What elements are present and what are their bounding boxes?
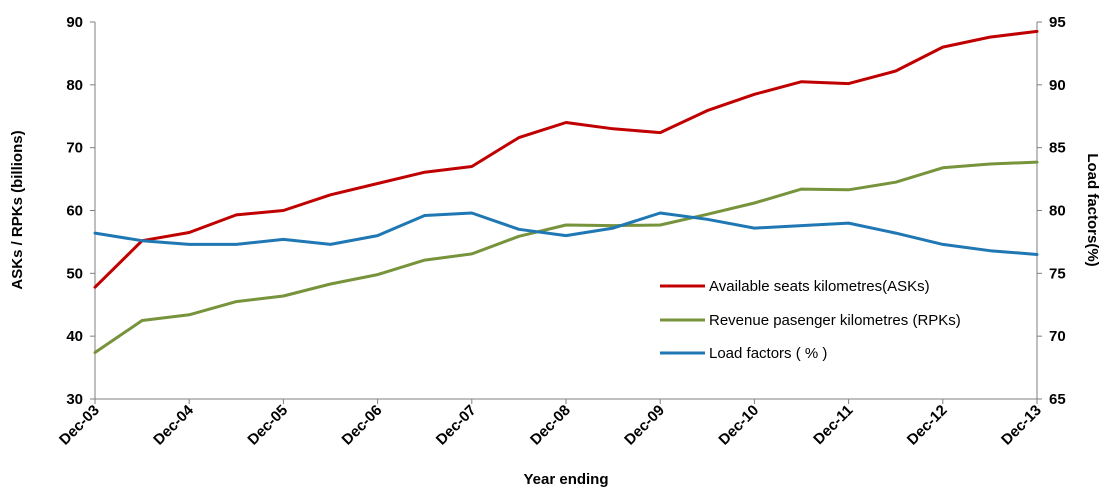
- x-tick-label: Dec-10: [715, 402, 762, 449]
- y2-axis-title: Load factors(%): [1084, 153, 1099, 266]
- left-y-tick-label: 70: [66, 140, 83, 157]
- x-tick-label: Dec-03: [56, 402, 103, 449]
- left-y-tick-label: 30: [66, 391, 83, 408]
- series-layer: [93, 29, 1039, 354]
- x-tick-label: Dec-07: [433, 402, 480, 449]
- x-tick-label: Dec-06: [339, 402, 386, 449]
- right-y-ticks: 65 70 75 80 85 90 95: [1037, 14, 1066, 408]
- left-y-tick-label: 40: [66, 328, 83, 345]
- left-y-tick-label: 80: [66, 77, 83, 94]
- legend-label-load-factor: Load factors ( % ): [709, 345, 827, 362]
- legend-label-asks: Available seats kilometres(ASKs): [709, 278, 930, 295]
- x-tick-label: Dec-12: [904, 402, 951, 449]
- x-tick-label: Dec-13: [998, 402, 1045, 449]
- right-y-tick-label: 85: [1049, 140, 1066, 157]
- left-y-tick-label: 50: [66, 265, 83, 282]
- x-tick-label: Dec-08: [527, 402, 574, 449]
- y-axis-title: ASKs / RPKs (billions): [9, 130, 26, 289]
- right-y-tick-label: 70: [1049, 328, 1066, 345]
- left-y-tick-label: 90: [66, 14, 83, 31]
- right-y-tick-label: 65: [1049, 391, 1066, 408]
- x-ticks: Dec-03 Dec-04 Dec-05 Dec-06 Dec-07 Dec-08 Dec-…: [56, 399, 1045, 449]
- x-axis-title: Year ending: [523, 471, 608, 488]
- right-y-tick-label: 80: [1049, 203, 1066, 220]
- legend-label-rpks: Revenue pasenger kilometres (RPKs): [709, 312, 961, 329]
- asks-series-line: [93, 29, 1039, 289]
- right-y-tick-label: 75: [1049, 265, 1066, 282]
- x-tick-label: Dec-11: [810, 402, 856, 448]
- right-y-tick-label: 95: [1049, 14, 1066, 31]
- left-y-ticks: 30 40 50 60 70 80 90: [66, 14, 95, 408]
- legend: Available seats kilometres(ASKs) Revenue…: [660, 278, 961, 362]
- x-tick-label: Dec-09: [621, 402, 668, 449]
- x-tick-label: Dec-05: [244, 402, 291, 449]
- left-y-tick-label: 60: [66, 203, 83, 220]
- right-y-tick-label: 90: [1049, 77, 1066, 94]
- x-tick-label: Dec-04: [150, 401, 197, 448]
- rpks-series-line: [93, 160, 1039, 354]
- load-factor-series-line: [93, 211, 1039, 256]
